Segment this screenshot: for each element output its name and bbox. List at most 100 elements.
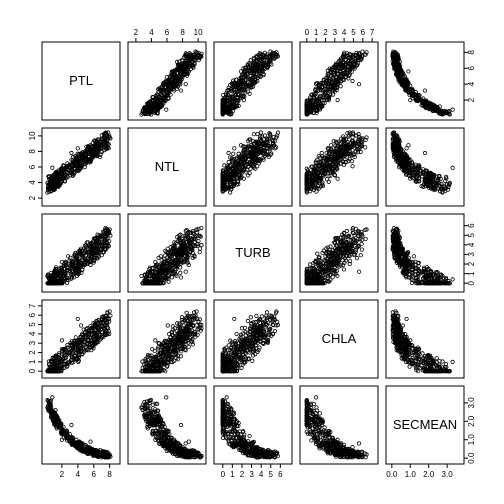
data-point	[231, 151, 236, 156]
data-point	[143, 110, 148, 115]
data-point	[196, 50, 201, 55]
data-point	[260, 60, 265, 65]
data-point	[258, 130, 263, 135]
data-point	[183, 60, 188, 65]
data-point	[225, 110, 231, 115]
data-point	[75, 146, 80, 151]
data-point	[196, 58, 201, 63]
data-point	[251, 72, 256, 77]
data-point	[254, 54, 259, 60]
data-point	[262, 50, 267, 55]
data-point	[404, 146, 409, 151]
data-point	[239, 87, 244, 92]
data-point	[245, 62, 250, 67]
data-point	[178, 270, 183, 275]
data-point	[258, 64, 264, 69]
data-point	[246, 82, 251, 87]
data-point	[157, 94, 162, 100]
data-point	[143, 110, 148, 115]
data-point	[151, 104, 156, 110]
data-point	[243, 65, 249, 71]
data-point	[165, 92, 170, 97]
data-point	[241, 66, 246, 71]
data-point	[350, 164, 355, 169]
data-point	[164, 80, 169, 85]
data-point	[69, 150, 74, 156]
data-point	[314, 189, 319, 194]
panel-turb-vs-secmean	[385, 213, 465, 293]
data-point	[406, 69, 411, 74]
data-point	[246, 89, 251, 94]
data-point	[265, 66, 270, 71]
data-point	[250, 78, 255, 83]
data-point	[342, 50, 347, 55]
panel-ntl-vs-ntl: NTL	[127, 127, 207, 207]
data-point	[178, 88, 184, 93]
data-point	[235, 96, 240, 101]
panel-ntl-vs-ptl	[41, 127, 121, 207]
data-point	[240, 79, 246, 84]
data-point	[264, 54, 269, 59]
data-point	[251, 57, 256, 62]
data-point	[229, 86, 234, 92]
data-point	[174, 68, 179, 73]
data-point	[176, 78, 181, 83]
data-point	[139, 273, 144, 278]
data-point	[50, 165, 55, 170]
data-point	[188, 57, 193, 62]
data-point	[187, 52, 192, 57]
data-point	[350, 135, 355, 140]
data-point	[222, 98, 227, 103]
data-point	[422, 88, 428, 93]
data-point	[358, 253, 363, 258]
data-point	[178, 82, 183, 87]
data-point	[233, 87, 238, 93]
data-point	[359, 247, 365, 252]
data-point	[181, 55, 186, 60]
data-point	[258, 53, 263, 58]
data-point	[269, 52, 274, 57]
data-point	[420, 174, 425, 179]
data-point	[223, 110, 228, 115]
data-point	[275, 54, 281, 59]
data-point	[341, 267, 347, 272]
data-point	[360, 49, 365, 54]
data-point	[148, 110, 153, 115]
panel-ptl-vs-turb	[213, 41, 293, 121]
data-point	[357, 51, 362, 56]
data-point	[199, 54, 204, 59]
data-point	[145, 104, 150, 109]
data-point	[271, 52, 276, 57]
data-point	[243, 72, 248, 77]
data-point	[226, 150, 231, 156]
data-point	[328, 143, 334, 148]
data-point	[315, 251, 320, 256]
data-point	[174, 70, 179, 76]
data-point	[183, 269, 188, 274]
data-point	[354, 256, 360, 261]
data-point	[248, 70, 253, 76]
data-point	[185, 57, 190, 63]
data-point	[139, 112, 144, 117]
variable-label: NTL	[155, 159, 180, 174]
data-point	[422, 150, 428, 156]
data-point	[236, 82, 241, 87]
data-point	[150, 95, 155, 100]
panel-turb-vs-chla	[299, 213, 379, 293]
data-point	[335, 97, 340, 103]
data-point	[225, 92, 230, 98]
data-point	[153, 109, 158, 114]
panel-turb-vs-turb: TURB	[213, 213, 293, 293]
data-point	[349, 159, 354, 164]
data-point	[272, 56, 277, 61]
panel-ntl-vs-secmean	[385, 127, 465, 207]
panel-frame	[299, 41, 379, 121]
panel-ntl-vs-turb	[213, 127, 293, 207]
data-point	[197, 250, 202, 255]
data-point	[159, 89, 164, 94]
data-point	[350, 78, 355, 84]
data-point	[356, 269, 362, 274]
data-point	[168, 73, 173, 78]
data-point	[228, 190, 233, 195]
